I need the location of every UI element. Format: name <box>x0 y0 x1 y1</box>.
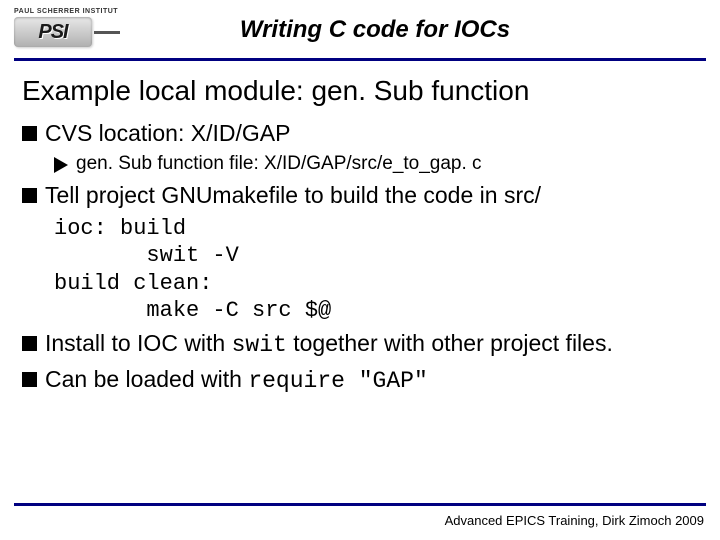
square-bullet-icon <box>22 188 37 203</box>
bullet-4-mono: require "GAP" <box>248 368 427 394</box>
slide-content: Example local module: gen. Sub function … <box>0 61 720 397</box>
bullet-1-text: CVS location: X/ID/GAP <box>45 119 290 149</box>
bullet-4-pre: Can be loaded with <box>45 366 248 392</box>
footer-rule <box>14 503 706 506</box>
triangle-bullet-icon <box>54 157 68 173</box>
bullet-2-text: Tell project GNUmakefile to build the co… <box>45 181 541 211</box>
logo-box: PSI <box>14 17 92 47</box>
square-bullet-icon <box>22 336 37 351</box>
bullet-3-post: together with other project files. <box>287 330 613 356</box>
logo-psi-text: PSI <box>38 21 67 44</box>
slide-title: Writing C code for IOCs <box>124 16 706 44</box>
bullet-2: Tell project GNUmakefile to build the co… <box>22 181 698 211</box>
psi-logo: PAUL SCHERRER INSTITUT PSI <box>14 8 124 52</box>
bullet-3: Install to IOC with swit together with o… <box>22 329 698 361</box>
bullet-1-sub: gen. Sub function file: X/ID/GAP/src/e_t… <box>54 153 698 175</box>
bullet-4: Can be loaded with require "GAP" <box>22 365 698 397</box>
code-block: ioc: build swit -V build clean: make -C … <box>54 215 698 325</box>
bullet-1: CVS location: X/ID/GAP <box>22 119 698 149</box>
footer-text: Advanced EPICS Training, Dirk Zimoch 200… <box>445 513 704 528</box>
bullet-1-sub-text: gen. Sub function file: X/ID/GAP/src/e_t… <box>76 153 482 175</box>
logo-institute-text: PAUL SCHERRER INSTITUT <box>14 8 124 15</box>
logo-line-decoration <box>94 31 120 34</box>
bullet-3-pre: Install to IOC with <box>45 330 232 356</box>
bullet-3-mono: swit <box>232 332 287 358</box>
slide-header: PAUL SCHERRER INSTITUT PSI Writing C cod… <box>0 0 720 52</box>
square-bullet-icon <box>22 372 37 387</box>
bullet-3-text: Install to IOC with swit together with o… <box>45 329 613 361</box>
section-title: Example local module: gen. Sub function <box>22 75 698 107</box>
square-bullet-icon <box>22 126 37 141</box>
bullet-4-text: Can be loaded with require "GAP" <box>45 365 428 397</box>
